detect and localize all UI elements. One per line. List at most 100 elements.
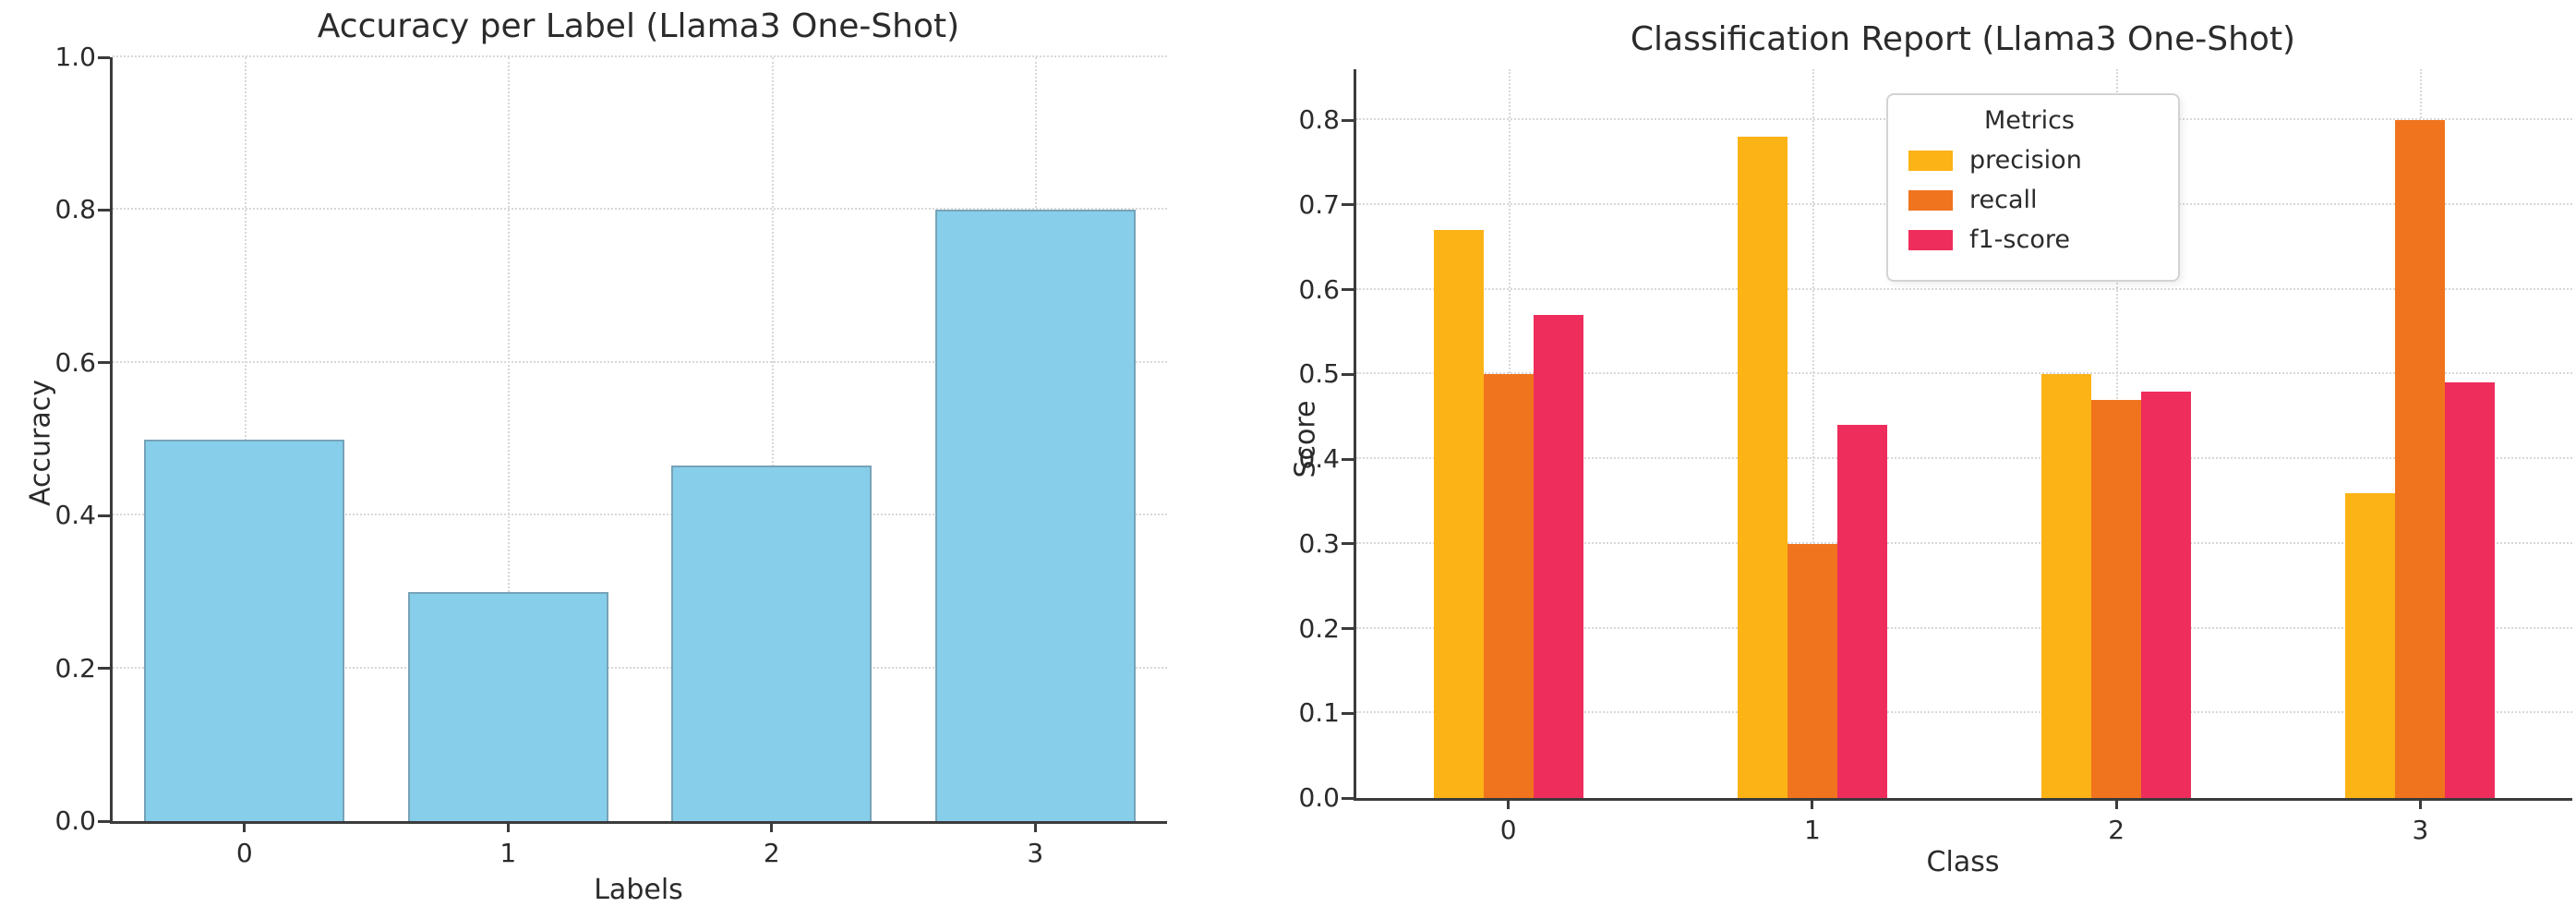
bar-f1-score-class-1 xyxy=(1836,425,1887,798)
legend-label: f1-score xyxy=(1969,225,2070,254)
chart-title: Accuracy per Label (Llama3 One-Shot) xyxy=(317,7,960,45)
x-axis-label: Labels xyxy=(594,874,683,906)
bar-label-2 xyxy=(671,466,873,821)
y-tick-label: 0.4 xyxy=(54,500,96,531)
legend-entry-recall: recall xyxy=(1908,186,2150,214)
x-tick-label: 3 xyxy=(2412,815,2429,845)
plot-area: 0.0 0.2 0.4 0.6 0.8 1.0 0 1 2 3 xyxy=(54,44,1167,868)
plot-area: 0.0 0.1 0.2 0.3 0.4 0.5 0.6 0.7 0.8 0 1 2 3 Metrics pr… xyxy=(1298,69,2572,845)
legend-entry-f1-score: f1-score xyxy=(1908,225,2150,254)
gridline-x xyxy=(1035,57,1038,821)
y-tick-label: 0.2 xyxy=(54,652,96,683)
y-tick-label: 0.3 xyxy=(1298,527,1340,559)
bar-f1-score-class-3 xyxy=(2445,382,2496,798)
x-tick-label: 1 xyxy=(1803,815,1821,845)
x-tick-mark xyxy=(2114,798,2118,809)
legend-swatch-f1-score-icon xyxy=(1908,229,1953,250)
y-tick-mark xyxy=(1342,796,1354,800)
gridline-y xyxy=(1356,118,2572,121)
bar-recall-class-0 xyxy=(1483,374,1534,798)
gridline-y xyxy=(113,55,1167,57)
y-tick-label: 1.0 xyxy=(54,42,96,72)
y-tick-mark xyxy=(1342,627,1354,631)
bar-recall-class-2 xyxy=(2091,399,2142,798)
gridline-y xyxy=(1356,287,2572,290)
y-tick-label: 0.7 xyxy=(1298,188,1340,220)
bar-precision-class-1 xyxy=(1737,137,1788,798)
bar-f1-score-class-2 xyxy=(2141,391,2192,798)
bar-label-3 xyxy=(934,210,1136,821)
gridline-x xyxy=(771,57,774,821)
gridline-y xyxy=(113,666,1167,669)
bar-precision-class-0 xyxy=(1433,230,1484,798)
gridline-x xyxy=(244,57,247,821)
x-tick-mark xyxy=(243,821,247,832)
legend-title: Metrics xyxy=(1983,106,2075,135)
y-tick-mark xyxy=(98,667,110,671)
gridline-y xyxy=(1356,457,2572,460)
y-tick-mark xyxy=(1342,203,1354,207)
gridline-x xyxy=(2116,69,2119,798)
gridline-x xyxy=(1508,69,1511,798)
y-axis-label: Score xyxy=(1289,400,1322,478)
y-tick-mark xyxy=(98,208,110,212)
y-axis-label: Accuracy xyxy=(24,380,57,506)
bar-label-1 xyxy=(407,591,608,821)
y-tick-mark xyxy=(1342,372,1354,376)
legend-entry-precision: precision xyxy=(1908,146,2150,175)
y-tick-label: 0.8 xyxy=(1298,104,1340,136)
legend-label: precision xyxy=(1969,146,2082,175)
y-tick-label: 0.2 xyxy=(1298,612,1340,644)
x-tick-label: 2 xyxy=(763,838,780,868)
gridline-y xyxy=(1356,711,2572,714)
gridline-x xyxy=(1812,69,1814,798)
gridline-y xyxy=(1356,541,2572,544)
gridline-y xyxy=(1356,202,2572,205)
legend-box: Metrics precision recall f1-score xyxy=(1886,93,2180,282)
gridline-y xyxy=(113,514,1167,516)
x-axis-label: Class xyxy=(1926,846,2000,878)
y-tick-mark xyxy=(1342,457,1354,461)
y-tick-mark xyxy=(98,55,110,59)
gridline-x xyxy=(508,57,511,821)
y-tick-mark xyxy=(1342,711,1354,715)
y-tick-label: 0.8 xyxy=(54,194,96,225)
gridline-y xyxy=(1356,372,2572,375)
y-tick-mark xyxy=(98,514,110,517)
y-tick-label: 0.0 xyxy=(54,805,96,836)
y-tick-mark xyxy=(98,819,110,823)
y-tick-label: 0.6 xyxy=(1298,273,1340,305)
y-tick-mark xyxy=(1342,288,1354,292)
x-tick-label: 1 xyxy=(500,838,517,868)
x-tick-label: 3 xyxy=(1027,838,1044,868)
legend-swatch-precision-icon xyxy=(1908,150,1953,171)
x-tick-mark xyxy=(2418,798,2422,809)
x-tick-mark xyxy=(770,821,774,832)
gridline-y xyxy=(1356,626,2572,629)
bar-precision-class-3 xyxy=(2345,492,2396,798)
y-tick-label: 0.4 xyxy=(1298,443,1340,475)
bar-label-0 xyxy=(144,439,345,821)
x-tick-mark xyxy=(1811,798,1814,809)
y-tick-label: 0.1 xyxy=(1298,697,1340,729)
chart-title: Classification Report (Llama3 One-Shot) xyxy=(1630,20,2296,58)
x-tick-mark xyxy=(506,821,510,832)
y-tick-label: 0.0 xyxy=(1298,782,1340,813)
x-tick-label: 0 xyxy=(235,838,253,868)
legend-swatch-recall-icon xyxy=(1908,189,1953,211)
gridline-y xyxy=(113,208,1167,211)
x-tick-mark xyxy=(1033,821,1037,832)
y-tick-label: 0.5 xyxy=(1298,358,1340,390)
x-tick-label: 2 xyxy=(2108,815,2125,845)
y-tick-label: 0.6 xyxy=(54,346,96,378)
gridline-y xyxy=(113,360,1167,363)
y-tick-mark xyxy=(1342,542,1354,546)
bar-f1-score-class-0 xyxy=(1533,315,1583,798)
legend-label: recall xyxy=(1969,186,2038,214)
y-tick-mark xyxy=(98,361,110,365)
y-tick-mark xyxy=(1342,118,1354,122)
gridline-x xyxy=(2420,69,2423,798)
x-tick-mark xyxy=(1507,798,1511,809)
